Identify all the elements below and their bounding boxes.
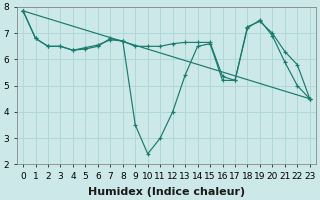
X-axis label: Humidex (Indice chaleur): Humidex (Indice chaleur) bbox=[88, 187, 245, 197]
